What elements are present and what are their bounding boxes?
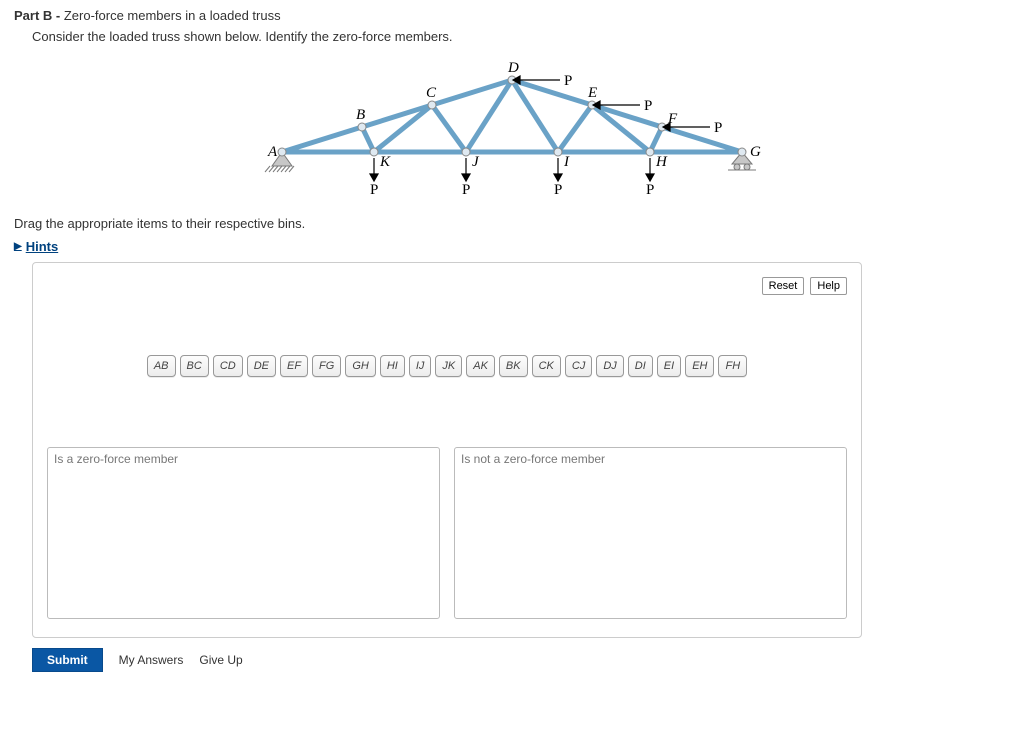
draggable-items-row: ABBCCDDEEFFGGHHIIJJKAKBKCKCJDJDIEIEHFH — [47, 355, 847, 377]
chip-fg[interactable]: FG — [312, 355, 341, 377]
svg-text:P: P — [462, 182, 470, 198]
svg-text:K: K — [379, 154, 391, 170]
chip-ei[interactable]: EI — [657, 355, 681, 377]
prompt-text: Consider the loaded truss shown below. I… — [32, 29, 1010, 44]
submit-button[interactable]: Submit — [32, 648, 103, 672]
my-answers-link[interactable]: My Answers — [119, 653, 184, 667]
chip-bk[interactable]: BK — [499, 355, 528, 377]
svg-text:B: B — [356, 107, 365, 123]
svg-text:P: P — [554, 182, 562, 198]
chip-ck[interactable]: CK — [532, 355, 561, 377]
part-title: Zero-force members in a loaded truss — [64, 8, 281, 23]
truss-diagram: ABCDEFGHIJKPPPPPPP — [262, 52, 762, 202]
bin-not-zero-force-label: Is not a zero-force member — [461, 452, 605, 466]
chip-jk[interactable]: JK — [435, 355, 462, 377]
hints-label: Hints — [26, 239, 59, 254]
svg-text:P: P — [370, 182, 378, 198]
chip-gh[interactable]: GH — [345, 355, 376, 377]
chevron-right-icon: ▶ — [14, 241, 22, 252]
chip-bc[interactable]: BC — [180, 355, 209, 377]
reset-button[interactable]: Reset — [762, 277, 805, 295]
chip-eh[interactable]: EH — [685, 355, 714, 377]
chip-de[interactable]: DE — [247, 355, 276, 377]
chip-ef[interactable]: EF — [280, 355, 308, 377]
chip-cj[interactable]: CJ — [565, 355, 592, 377]
bin-not-zero-force[interactable]: Is not a zero-force member — [454, 447, 847, 619]
hints-toggle[interactable]: ▶ Hints — [14, 239, 58, 254]
part-header: Part B - Zero-force members in a loaded … — [14, 8, 1010, 23]
svg-text:P: P — [564, 73, 572, 89]
drag-instruction: Drag the appropriate items to their resp… — [14, 216, 1010, 231]
svg-text:P: P — [714, 120, 722, 136]
svg-text:D: D — [507, 60, 519, 76]
svg-text:P: P — [646, 182, 654, 198]
chip-hi[interactable]: HI — [380, 355, 405, 377]
svg-text:G: G — [750, 144, 761, 160]
chip-dj[interactable]: DJ — [596, 355, 623, 377]
drag-drop-panel: Reset Help ABBCCDDEEFFGGHHIIJJKAKBKCKCJD… — [32, 262, 862, 638]
part-label: Part B - — [14, 8, 64, 23]
svg-text:A: A — [267, 144, 278, 160]
chip-ij[interactable]: IJ — [409, 355, 432, 377]
give-up-link[interactable]: Give Up — [199, 653, 242, 667]
svg-text:P: P — [644, 98, 652, 114]
truss-diagram-container: ABCDEFGHIJKPPPPPPP — [14, 52, 1010, 202]
chip-ab[interactable]: AB — [147, 355, 176, 377]
svg-text:J: J — [472, 154, 480, 170]
chip-fh[interactable]: FH — [718, 355, 747, 377]
svg-text:H: H — [655, 154, 668, 170]
svg-text:E: E — [587, 85, 597, 101]
chip-ak[interactable]: AK — [466, 355, 495, 377]
chip-cd[interactable]: CD — [213, 355, 243, 377]
bin-zero-force-label: Is a zero-force member — [54, 452, 178, 466]
bin-zero-force[interactable]: Is a zero-force member — [47, 447, 440, 619]
svg-text:C: C — [426, 85, 437, 101]
chip-di[interactable]: DI — [628, 355, 653, 377]
svg-text:I: I — [563, 154, 570, 170]
help-button[interactable]: Help — [810, 277, 847, 295]
